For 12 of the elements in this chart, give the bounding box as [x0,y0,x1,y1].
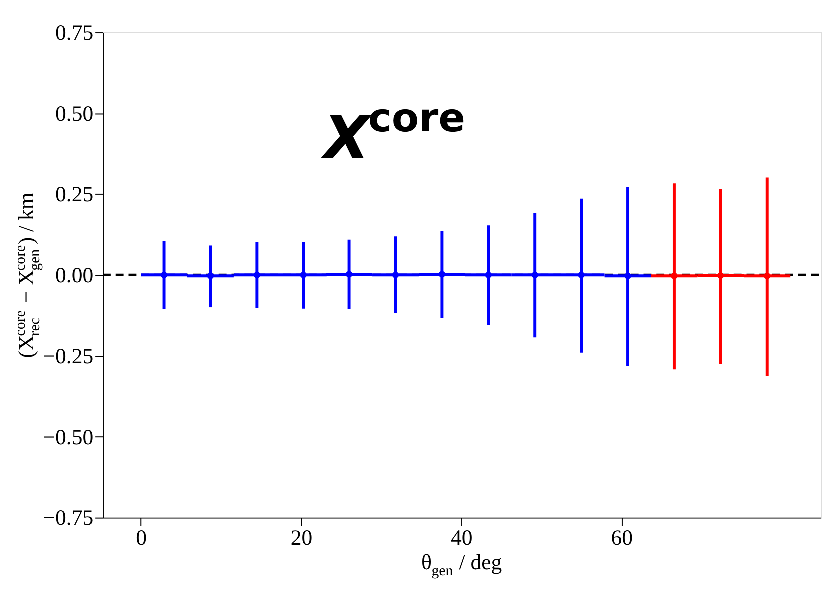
y-tick-label: 0.00 [56,264,94,288]
x-tick-label: 40 [451,526,473,550]
x-tick-label: 60 [611,526,634,550]
y-tick-label: −0.75 [43,506,94,530]
y-tick-label: 0.50 [56,102,94,126]
y-tick-label: −0.50 [43,425,94,450]
y-axis-title: (Xreccore − Xgencore) / km [12,192,44,358]
y-tick-label: −0.25 [43,344,94,368]
x-tick-label: 0 [136,526,148,550]
y-tick-label: 0.25 [56,182,94,207]
x-tick-label: 20 [290,526,313,550]
y-tick-label: 0.75 [56,20,94,45]
